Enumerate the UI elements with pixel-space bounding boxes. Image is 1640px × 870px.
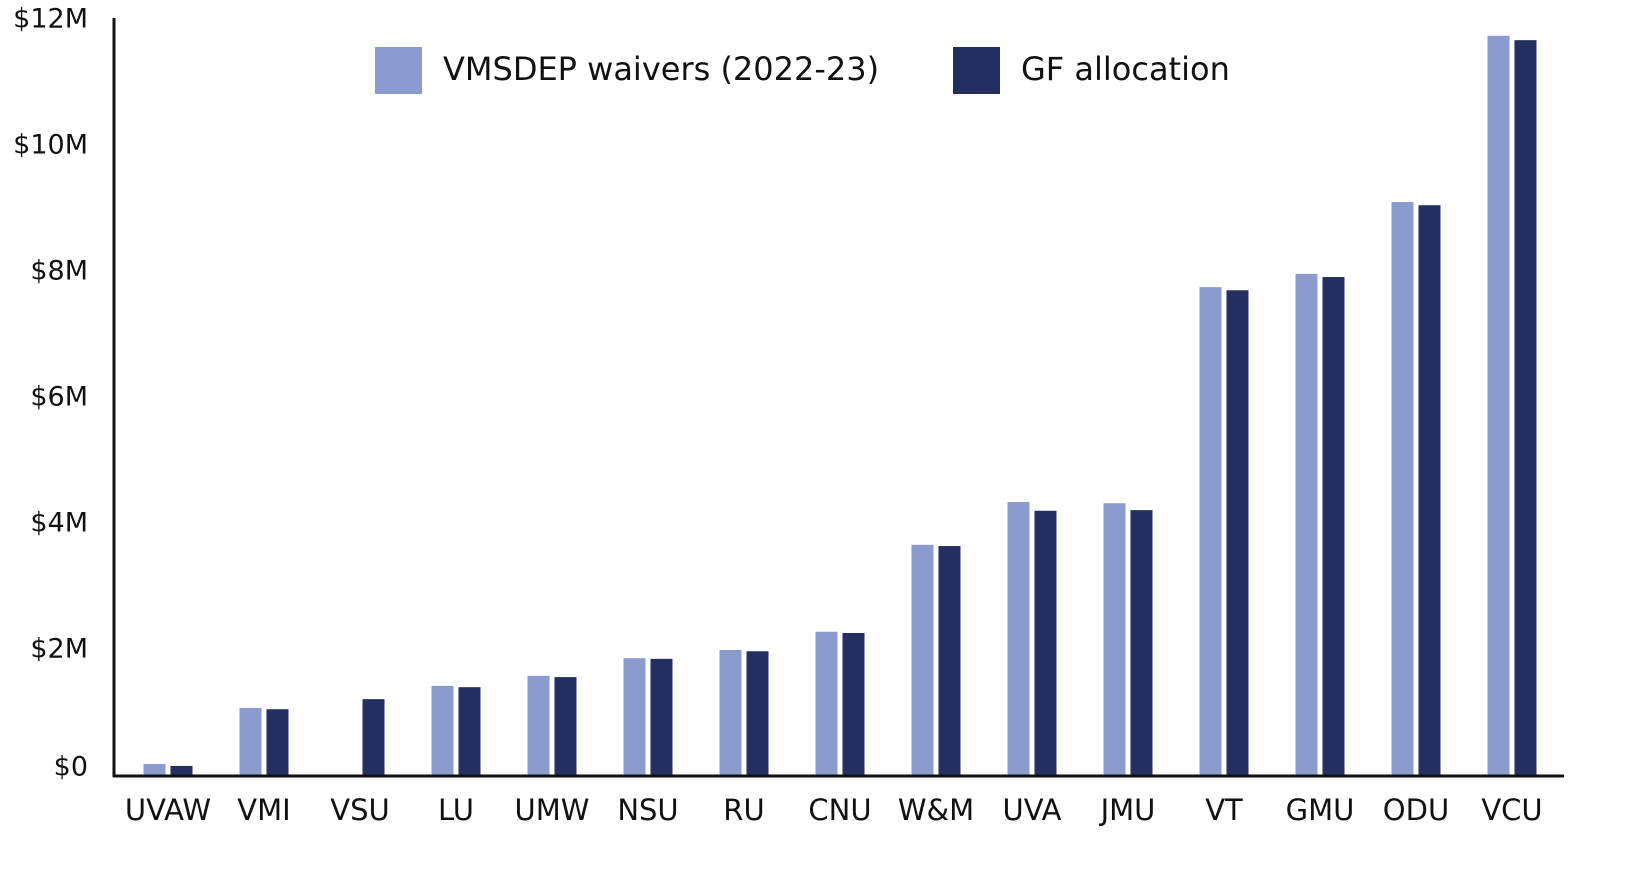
y-tick-label: $4M	[30, 508, 88, 539]
legend-label: VMSDEP waivers (2022-23)	[443, 50, 879, 88]
y-tick-label: $12M	[13, 4, 88, 35]
bar	[143, 764, 166, 776]
bar	[842, 632, 865, 776]
x-tick-label: LU	[438, 793, 474, 827]
bar	[1514, 40, 1537, 777]
bar	[1199, 287, 1222, 776]
bar	[1226, 290, 1249, 776]
bar	[1034, 510, 1057, 776]
bar	[1322, 277, 1345, 776]
bar	[650, 658, 673, 776]
bar	[362, 699, 385, 776]
y-tick-label: $0	[54, 752, 88, 783]
bar	[719, 650, 742, 776]
x-tick-label: UMW	[515, 793, 590, 827]
bar	[527, 675, 550, 776]
bar	[554, 677, 577, 776]
bar	[938, 546, 961, 776]
bar	[1103, 503, 1126, 776]
bar	[911, 544, 934, 776]
legend-swatch	[375, 47, 422, 94]
x-tick-label: VMI	[237, 793, 290, 827]
bar	[239, 707, 262, 776]
y-tick-label: $8M	[30, 256, 88, 287]
y-tick-label: $10M	[13, 130, 88, 161]
bar	[170, 765, 193, 776]
x-tick-label: VT	[1205, 793, 1243, 827]
x-tick-label: W&M	[898, 793, 974, 827]
x-tick-label: CNU	[808, 793, 871, 827]
x-tick-label: UVA	[1002, 793, 1061, 827]
x-tick-label: JMU	[1099, 793, 1156, 827]
bar	[1391, 202, 1414, 776]
x-tick-label: GMU	[1286, 793, 1355, 827]
x-tick-label: NSU	[617, 793, 678, 827]
legend-label: GF allocation	[1021, 50, 1230, 88]
bar	[1007, 501, 1030, 776]
bar	[458, 687, 481, 776]
y-tick-label: $2M	[30, 634, 88, 665]
x-tick-label: VCU	[1481, 793, 1542, 827]
x-tick-label: UVAW	[125, 793, 211, 827]
bar	[1295, 273, 1318, 776]
x-tick-label: VSU	[330, 793, 389, 827]
bar	[1487, 35, 1510, 776]
bar	[431, 685, 454, 776]
y-tick-label: $6M	[30, 382, 88, 413]
x-tick-label: ODU	[1383, 793, 1449, 827]
x-tick-label: RU	[723, 793, 764, 827]
bar	[623, 658, 646, 776]
legend-swatch	[953, 47, 1000, 94]
bar	[746, 651, 769, 776]
bar	[815, 631, 838, 776]
bar	[1130, 510, 1153, 776]
bar	[1418, 205, 1441, 777]
bar	[266, 709, 289, 776]
